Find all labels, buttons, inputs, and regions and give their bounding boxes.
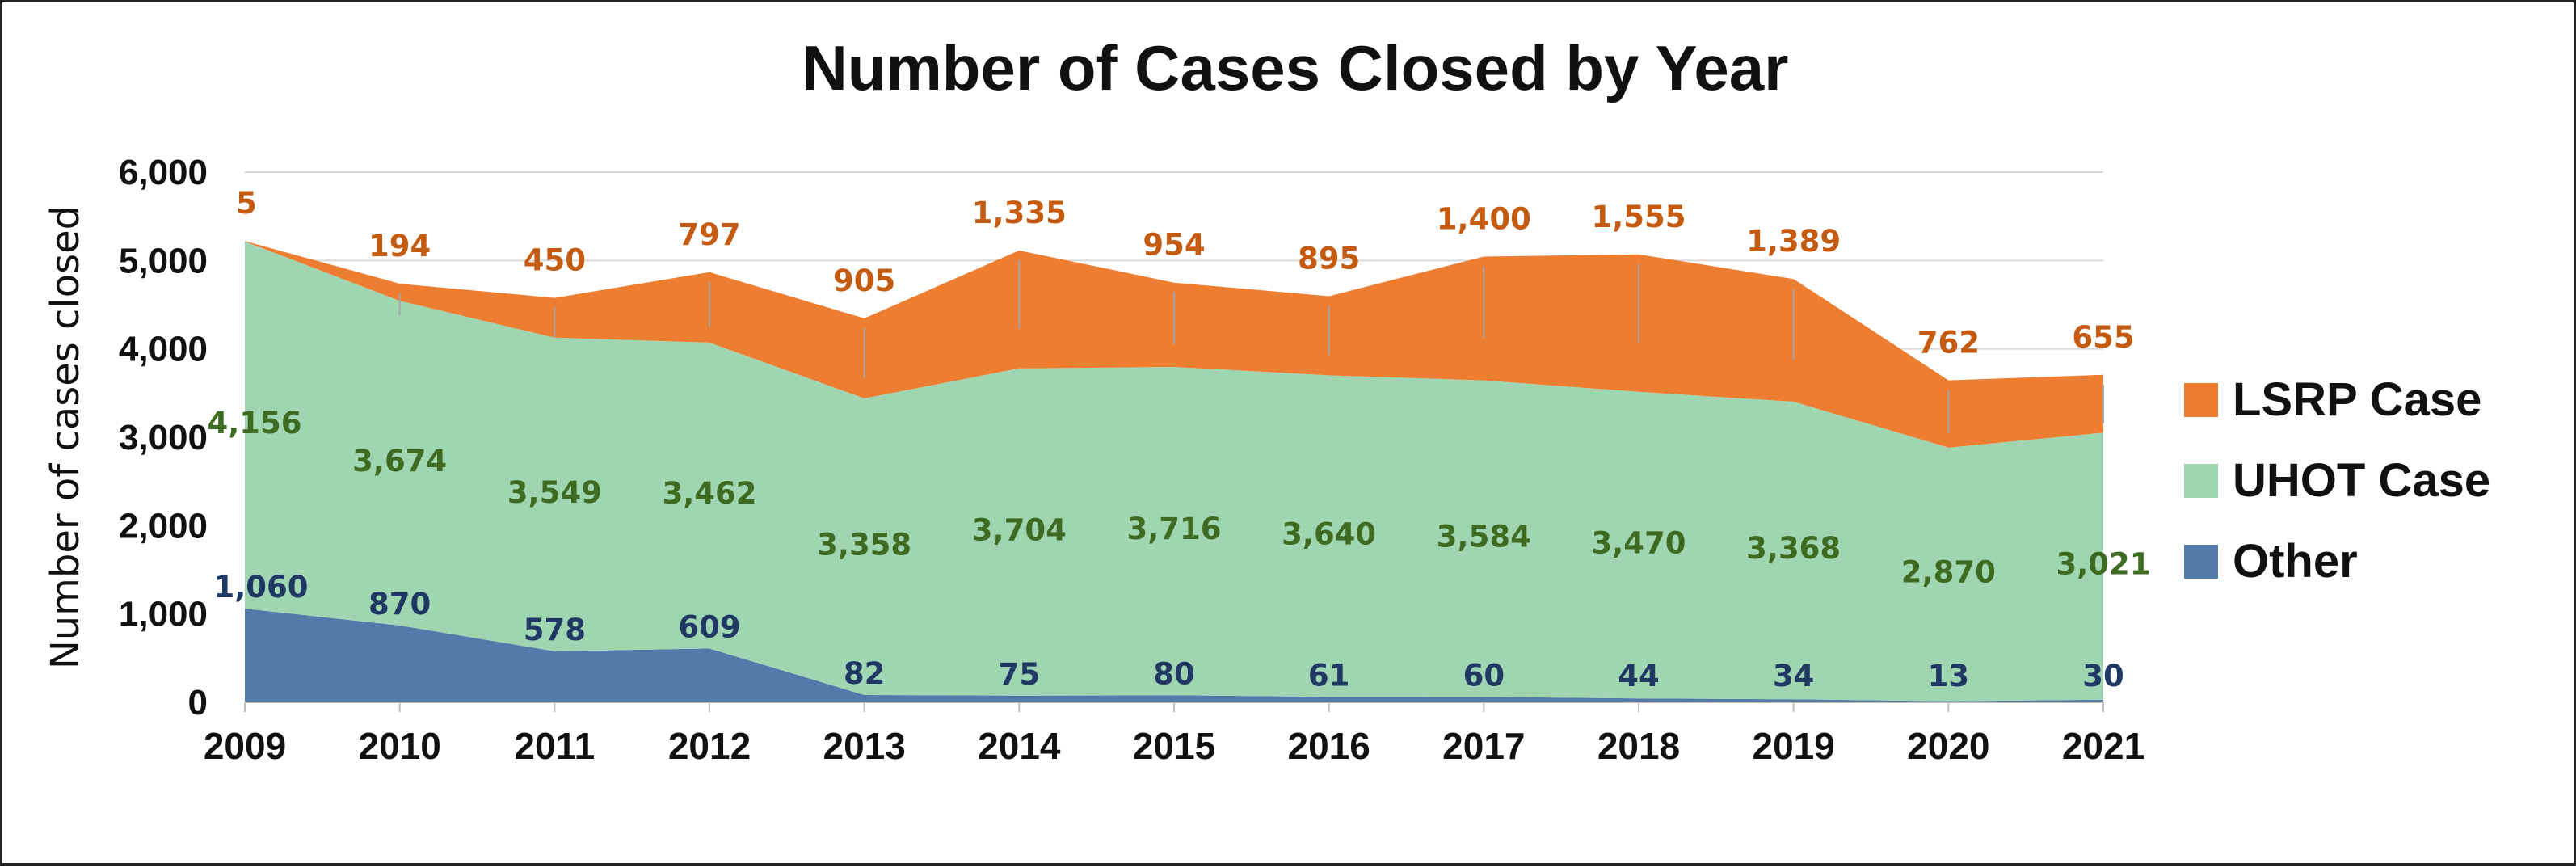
x-tick-label: 2009 [204, 725, 286, 767]
legend-swatch-lsrp-case [2184, 383, 2218, 417]
x-tick-label: 2021 [2062, 725, 2145, 767]
data-label-lsrp: 1,400 [1437, 202, 1531, 237]
data-label-lsrp: 762 [1917, 325, 1980, 360]
x-tick-label: 2015 [1133, 725, 1215, 767]
data-label-lsrp: 5 [236, 186, 257, 221]
data-label-other: 13 [1928, 659, 1970, 693]
data-label-uhot: 3,021 [2056, 547, 2150, 582]
data-label-uhot: 2,870 [1901, 555, 1996, 590]
data-label-uhot: 3,704 [972, 512, 1067, 547]
y-tick-label: 3,000 [119, 418, 208, 457]
data-label-uhot: 3,470 [1591, 525, 1686, 560]
data-label-uhot: 4,156 [207, 406, 301, 440]
y-axis-label: Number of cases closed [43, 205, 88, 669]
data-label-other: 870 [368, 587, 431, 622]
legend: LSRP Case UHOT Case Other [2184, 373, 2490, 588]
x-tick-label: 2014 [978, 725, 1061, 767]
legend-label-uhot-case: UHOT Case [2233, 454, 2490, 507]
area-uhot-case [245, 241, 2103, 702]
data-label-lsrp: 1,555 [1591, 200, 1686, 234]
data-label-lsrp: 1,389 [1746, 224, 1841, 259]
x-tick-label: 2016 [1287, 725, 1370, 767]
data-label-lsrp: 1,335 [972, 196, 1067, 230]
x-tick-label: 2011 [514, 725, 595, 767]
y-tick-label: 5,000 [119, 241, 208, 280]
x-tick-label: 2018 [1597, 725, 1680, 767]
data-label-lsrp: 954 [1143, 228, 1205, 263]
data-label-uhot: 3,674 [352, 444, 447, 478]
x-tick-label: 2017 [1442, 725, 1525, 767]
data-label-lsrp: 797 [678, 217, 740, 252]
y-tick-label: 0 [188, 683, 208, 723]
data-label-other: 34 [1773, 659, 1815, 693]
legend-swatch-uhot-case [2184, 464, 2218, 498]
data-label-other: 578 [524, 613, 586, 647]
data-label-uhot: 3,462 [662, 476, 756, 511]
data-label-other: 80 [1153, 656, 1195, 691]
x-tick-label: 2012 [668, 725, 751, 767]
data-label-other: 30 [2082, 659, 2124, 693]
data-label-other: 75 [999, 657, 1041, 692]
legend-label-other: Other [2233, 535, 2358, 588]
data-label-uhot: 3,716 [1126, 512, 1221, 546]
area-other [245, 609, 2103, 702]
x-tick-label: 2019 [1752, 725, 1834, 767]
data-label-lsrp: 895 [1298, 242, 1360, 276]
x-tick-label: 2010 [358, 725, 440, 767]
legend-swatch-other [2184, 545, 2218, 579]
data-label-other: 60 [1463, 658, 1505, 693]
y-tick-label: 4,000 [119, 330, 208, 369]
data-label-lsrp: 655 [2072, 320, 2134, 355]
data-label-other: 609 [678, 609, 740, 644]
data-label-uhot: 3,640 [1282, 516, 1376, 551]
axes: 0 1,000 2,000 3,000 4,000 5,000 6,000 2009 2010 2… [119, 153, 2145, 767]
x-tick-label: 2013 [823, 725, 905, 767]
data-label-lsrp: 450 [524, 243, 586, 278]
data-label-other: 82 [844, 656, 886, 691]
data-label-uhot: 3,584 [1437, 520, 1531, 554]
data-label-other: 61 [1308, 658, 1350, 693]
chart-title: Number of Cases Closed by Year [802, 32, 1788, 103]
data-label-uhot: 3,549 [507, 475, 602, 510]
data-label-uhot: 3,358 [817, 527, 911, 562]
data-label-other: 44 [1618, 659, 1660, 693]
x-tick-label: 2020 [1907, 725, 1989, 767]
data-labels: 1,060 870 578 609 82 75 80 61 60 44 34 13 30 4,156 3,6… [207, 186, 2150, 693]
leader-lines [398, 259, 2104, 434]
data-label-lsrp: 905 [833, 263, 895, 298]
legend-label-lsrp-case: LSRP Case [2233, 373, 2481, 426]
y-tick-label: 6,000 [119, 153, 208, 192]
y-tick-label: 2,000 [119, 506, 208, 546]
y-tick-label: 1,000 [119, 595, 208, 634]
data-label-uhot: 3,368 [1746, 531, 1841, 566]
data-label-other: 1,060 [213, 570, 308, 605]
data-label-lsrp: 194 [368, 229, 431, 263]
